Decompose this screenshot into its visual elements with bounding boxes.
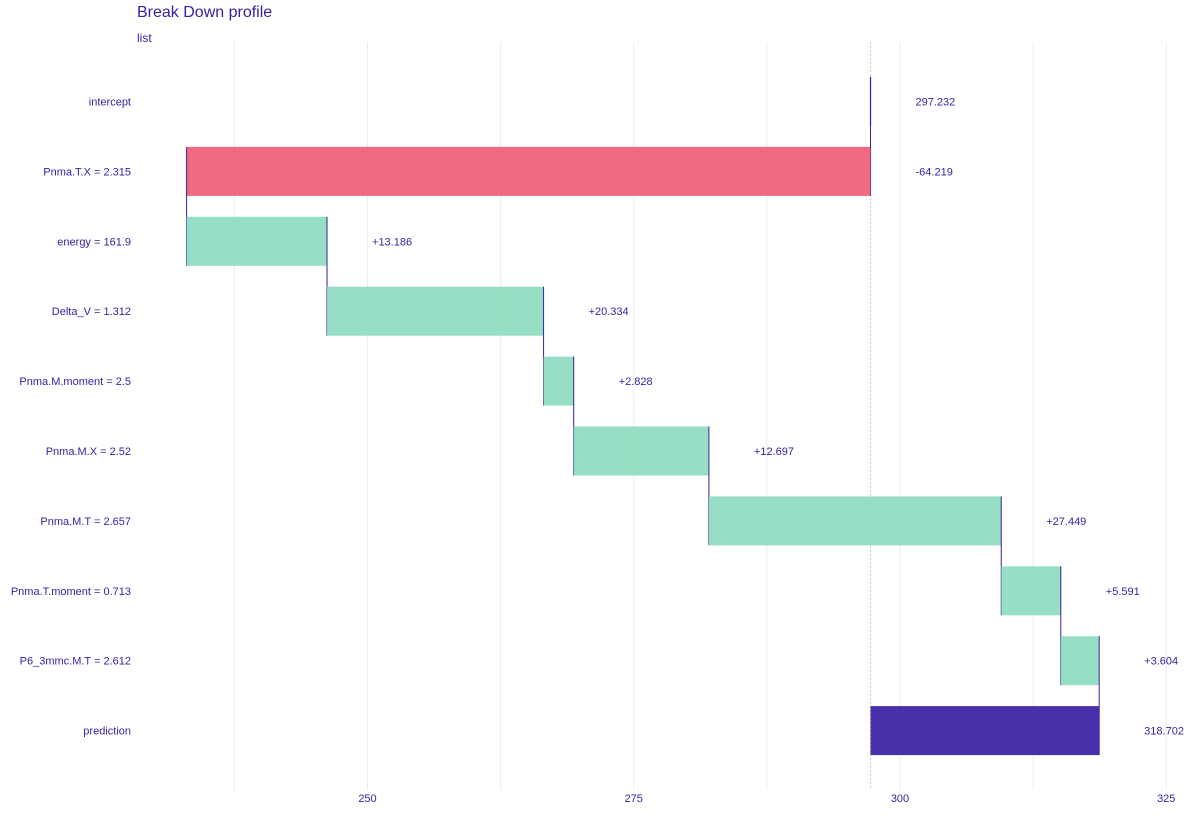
row-label: Pnma.T.X = 2.315 — [43, 166, 131, 178]
chart-subtitle: list — [137, 31, 152, 45]
row-label: energy = 161.9 — [57, 236, 131, 248]
value-label: +27.449 — [1046, 516, 1086, 528]
row-label: Pnma.T.moment = 0.713 — [11, 586, 131, 598]
bar-positive — [1001, 566, 1061, 616]
x-tick-label: 275 — [625, 793, 643, 805]
bar-positive — [186, 216, 328, 266]
x-tick-label: 250 — [358, 793, 376, 805]
bar-positive — [327, 286, 544, 336]
row-label: Pnma.M.moment = 2.5 — [19, 376, 131, 388]
value-label: +12.697 — [754, 446, 794, 458]
bar-positive — [1060, 636, 1100, 686]
value-label: -64.219 — [916, 166, 953, 178]
bar-positive — [573, 426, 709, 476]
bar-prediction — [870, 706, 1100, 756]
value-label: +5.591 — [1106, 586, 1140, 598]
row-label: P6_3mmc.M.T = 2.612 — [20, 656, 131, 668]
value-label: +20.334 — [589, 306, 629, 318]
chart-title: Break Down profile — [137, 4, 273, 21]
x-tick-label: 300 — [891, 793, 909, 805]
value-label: +13.186 — [372, 236, 412, 248]
x-tick-label: 325 — [1157, 793, 1175, 805]
bar-positive — [543, 356, 574, 406]
row-label: Delta_V = 1.312 — [52, 306, 131, 318]
value-label: +2.828 — [619, 376, 653, 388]
row-label: intercept — [89, 97, 131, 109]
bar-positive — [708, 496, 1002, 546]
row-label: Pnma.M.T = 2.657 — [40, 516, 131, 528]
bar-negative — [186, 146, 871, 196]
value-label: 318.702 — [1144, 726, 1184, 738]
value-label: 297.232 — [916, 97, 956, 109]
value-label: +3.604 — [1144, 656, 1178, 668]
row-label: Pnma.M.X = 2.52 — [46, 446, 131, 458]
row-label: prediction — [83, 726, 131, 738]
